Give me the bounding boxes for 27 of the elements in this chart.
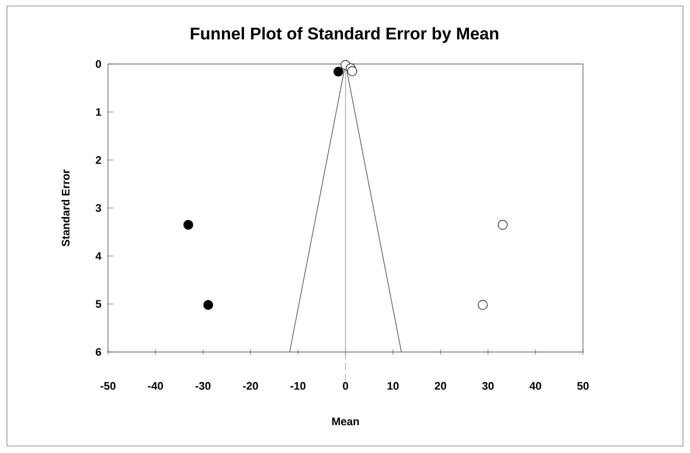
point: [347, 66, 358, 76]
x-tick-label: -10: [290, 382, 306, 390]
y-tick-label: 3: [96, 204, 102, 212]
y-tick-label: 4: [96, 252, 102, 260]
y-tick-label: 2: [96, 156, 102, 164]
y-tick-label: 1: [96, 108, 102, 116]
x-tick-label: 20: [434, 382, 446, 390]
point: [203, 300, 214, 310]
x-tick-label: -50: [100, 382, 116, 390]
point: [498, 220, 508, 230]
x-tick-label: 40: [530, 382, 542, 390]
point: [478, 300, 488, 310]
point: [183, 220, 194, 230]
point: [333, 66, 344, 77]
x-tick-label: 0: [342, 382, 348, 390]
x-tick-label: 10: [388, 382, 399, 390]
y-axis-title: Standard Error: [62, 170, 70, 246]
x-tick-label: -40: [148, 382, 163, 390]
x-tick-label: -20: [243, 382, 258, 390]
y-tick-label: 5: [96, 300, 102, 308]
x-axis-title: Mean: [332, 418, 359, 426]
y-tick-label: 0: [96, 60, 102, 68]
chart-title: Funnel Plot of Standard Error by Mean: [190, 27, 498, 43]
y-tick-label: 6: [96, 348, 102, 356]
x-tick-label: 30: [482, 382, 494, 390]
x-tick-label: 50: [577, 382, 589, 390]
x-tick-label: -30: [196, 382, 210, 390]
